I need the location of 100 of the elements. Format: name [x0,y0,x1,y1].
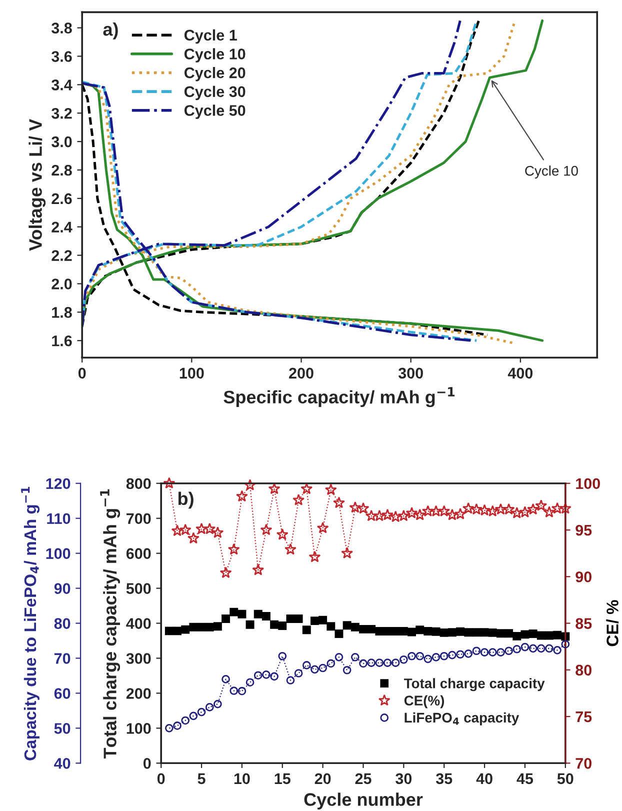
point [399,627,408,636]
point [496,648,505,656]
point [502,503,515,515]
point [324,484,337,496]
y-tick-label: 3.8 [51,22,72,34]
y-tick-label: 200 [126,688,151,699]
point [488,628,497,637]
point [561,640,570,648]
point [408,628,416,636]
point [478,504,491,516]
point [300,482,313,494]
point [197,708,206,716]
x-tick-label: 400 [508,368,533,379]
point [454,508,466,520]
point [252,564,264,576]
point [310,616,319,626]
point [196,522,208,534]
x-tick-label: 0 [78,368,86,379]
point [334,653,344,662]
y2-tick-label: 90 [576,571,592,582]
x-tick-label: 35 [436,773,452,784]
point [238,610,246,618]
point [510,506,523,518]
x-tick-label: 100 [180,368,204,379]
point [334,630,344,638]
y2-axis-title: CE/ % [606,600,619,646]
point [212,526,224,538]
y-tick-label: 2.8 [52,164,72,176]
point [164,626,174,636]
point [163,477,176,489]
legend-label: Cycle 10 [184,48,246,62]
x-tick-label: 20 [314,773,331,784]
legend-label: Cycle 1 [184,29,237,44]
point [292,494,305,506]
point [464,650,473,658]
point [383,658,392,667]
y3-tick-label: 50 [54,723,70,734]
point [486,505,499,517]
point [189,622,198,632]
point [416,652,424,660]
point [543,506,556,518]
point [342,621,352,630]
legend-label: Total charge capacity [404,678,545,692]
point [400,655,408,664]
point [230,686,238,695]
point [204,522,216,534]
point [472,646,481,656]
point [359,624,368,634]
point [528,644,538,653]
annotation: Cycle 10 [525,166,578,178]
point [236,490,248,502]
point [165,724,174,732]
point [390,510,402,522]
y3-tick-label: 90 [54,583,70,594]
point [260,524,272,536]
x-tick-label: 45 [516,773,534,784]
point [544,631,554,640]
y-tick-label: 3.6 [51,51,72,62]
point [375,658,384,667]
point [270,620,279,629]
legend-label: CE(%) [404,695,444,708]
point [520,642,530,652]
y-tick-label: 2.2 [52,250,72,261]
point [480,628,489,637]
y-tick-label: 2.0 [52,278,72,290]
point [456,650,464,659]
x-tick-label: 300 [398,368,423,379]
x-tick-label: 200 [289,368,314,379]
point [270,672,278,681]
point [228,543,240,555]
point [472,628,481,637]
point [551,502,564,514]
point [308,550,321,562]
y3-tick-label: 60 [54,688,70,699]
y3-tick-label: 70 [54,653,70,664]
x-tick-label: 25 [355,773,372,784]
point [268,482,280,494]
y-tick-label: 1.6 [52,335,72,346]
point [383,627,392,636]
y-tick-label: 2.6 [52,193,72,204]
point [276,528,288,540]
point [528,630,538,638]
y-tick-label: 500 [126,583,151,594]
point [359,659,368,668]
y-tick-label: 0 [143,758,151,769]
point [440,652,448,660]
point [350,653,360,662]
point [448,650,456,660]
point [230,608,238,616]
y-tick-label: 600 [126,548,151,559]
y-axis-title: Voltage vs Li/ V [28,118,46,251]
annotation: a) [103,22,118,40]
point [254,671,262,680]
point [205,622,214,632]
point [187,532,200,544]
point [391,658,400,667]
point [333,496,345,508]
point [424,654,432,664]
point [262,612,270,620]
point [480,648,489,656]
